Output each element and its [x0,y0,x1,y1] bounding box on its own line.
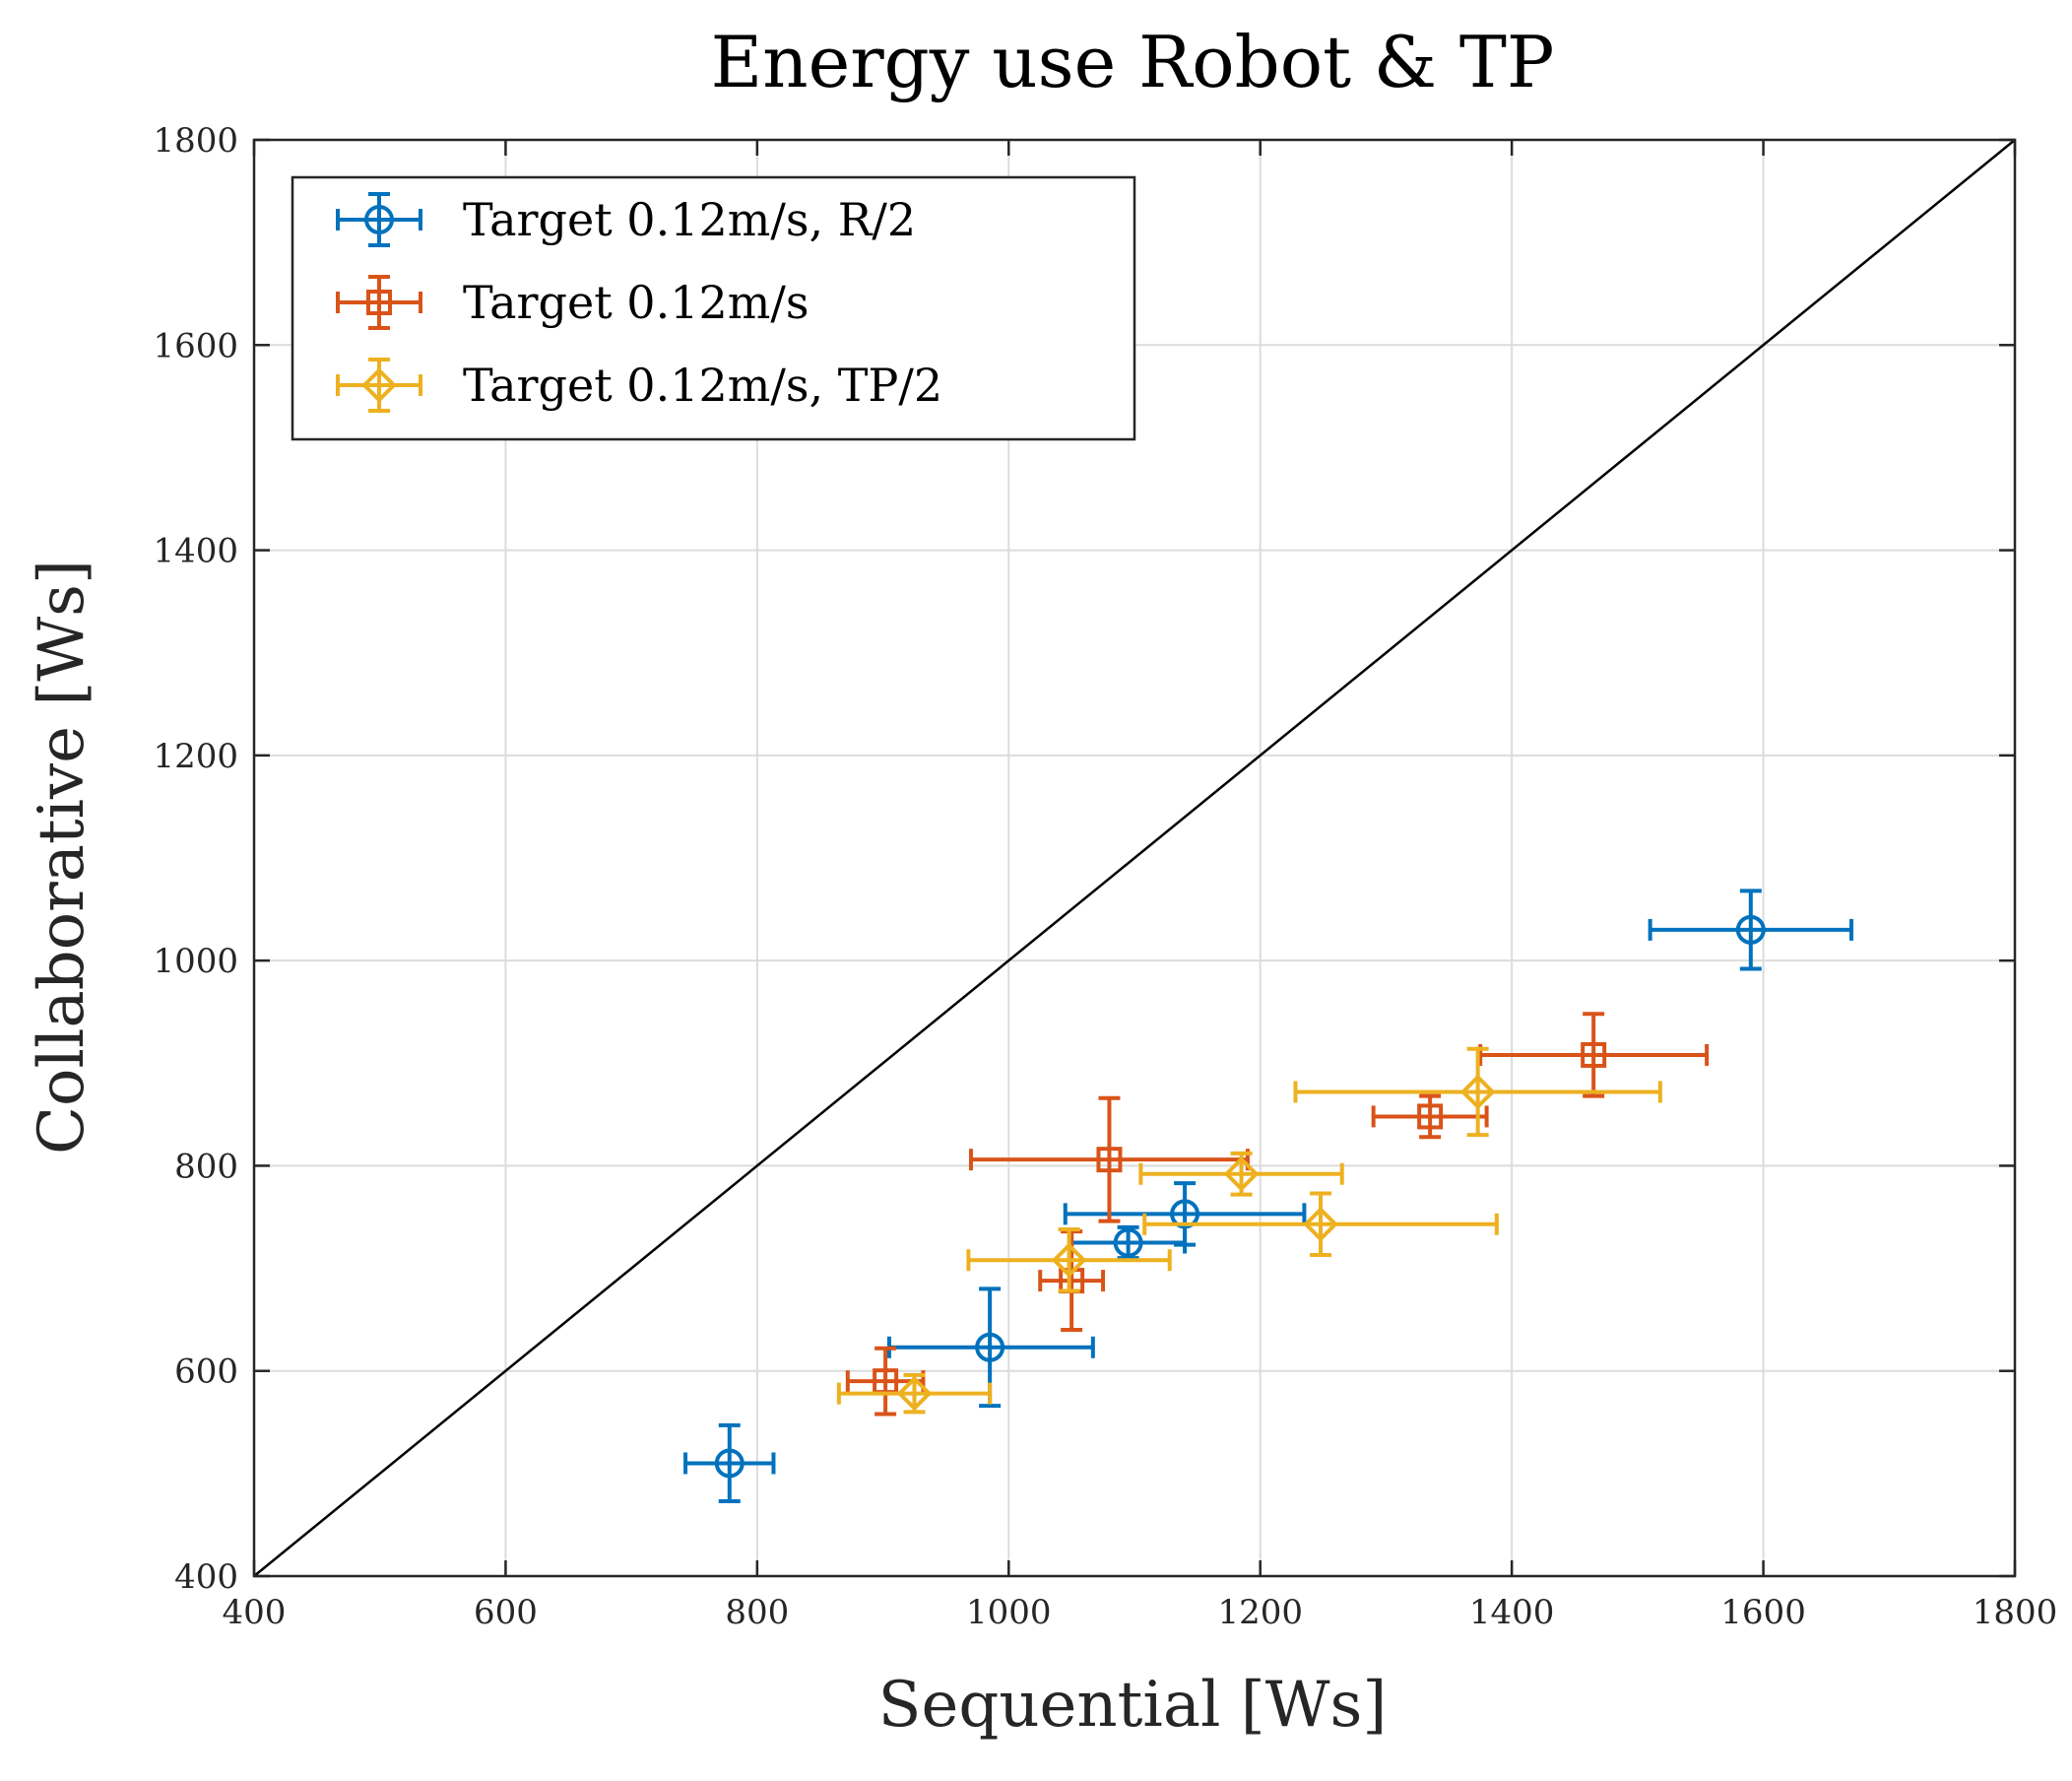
legend-entry-1: Target 0.12m/s, R/2 [336,192,916,247]
y-axis-title: Collaborative [Ws] [26,560,98,1154]
x-tick-label-1200: 1200 [1217,1593,1303,1632]
chart-title: Energy use Robot & TP [711,21,1555,103]
plot-area-frame [252,138,2017,1578]
y-tick-label-1000: 1000 [153,942,238,981]
y-tick-label-1600: 1600 [153,326,238,365]
legend-entry-1-marker [364,205,394,234]
reference-line-y-equals-x [253,139,2016,1577]
y-tick-label-1800: 1800 [153,121,238,161]
x-tick-label-800: 800 [725,1593,789,1632]
series-3-point-5-marker [1459,1074,1496,1110]
y-tick-label-800: 800 [174,1147,238,1186]
y-tick-label-400: 400 [174,1557,238,1597]
legend-entry-2: Target 0.12m/s [336,275,809,330]
legend-entry-2-marker [366,290,392,315]
legend-entry-3: Target 0.12m/s, TP/2 [336,358,942,413]
legend: Target 0.12m/s, R/2 Target 0.12m/s Target … [291,175,1136,441]
legend-entry-1-label: Target 0.12m/s, R/2 [463,193,916,246]
series-3-point-1-marker [896,1375,933,1412]
x-axis-title: Sequential [Ws] [878,1669,1388,1742]
reference-line-group [253,139,2016,1577]
x-tick-label-1400: 1400 [1469,1593,1555,1632]
x-tick-label-400: 400 [223,1593,287,1632]
x-tick-label-1800: 1800 [1973,1593,2058,1632]
series-3-point-4-marker [1303,1206,1338,1242]
series-1-point-5-marker [1735,914,1766,945]
series-2 [845,1012,1710,1417]
series-3 [836,1046,1662,1415]
series-1-point-4-marker [1170,1199,1200,1229]
series-group [683,889,1853,1503]
legend-entry-3-label: Target 0.12m/s, TP/2 [463,359,942,412]
series-2-point-4-marker [1417,1103,1444,1130]
series-1 [683,889,1853,1503]
series-2-point-5-marker [1581,1041,1607,1068]
y-tick-label-1200: 1200 [153,737,238,776]
series-1-point-1-marker [714,1448,745,1479]
series-3-point-2-marker [1051,1242,1087,1279]
y-tick-label-600: 600 [174,1352,238,1392]
series-1-point-2-marker [975,1332,1005,1362]
y-tick-label-1400: 1400 [153,532,238,571]
x-tick-label-1000: 1000 [966,1593,1052,1632]
legend-entry-2-label: Target 0.12m/s [463,276,809,329]
legend-box [291,175,1136,441]
x-tick-label-1600: 1600 [1720,1593,1806,1632]
series-1-point-3-marker [1113,1227,1143,1258]
legend-entry-3-marker [361,367,397,403]
series-2-point-3-marker [1096,1147,1123,1173]
axis-ticks: 400 600 800 1000 1200 1400 1600 1800 400 600 800 10… [153,121,2057,1632]
x-tick-label-600: 600 [474,1593,538,1632]
series-3-point-3-marker [1223,1155,1260,1192]
